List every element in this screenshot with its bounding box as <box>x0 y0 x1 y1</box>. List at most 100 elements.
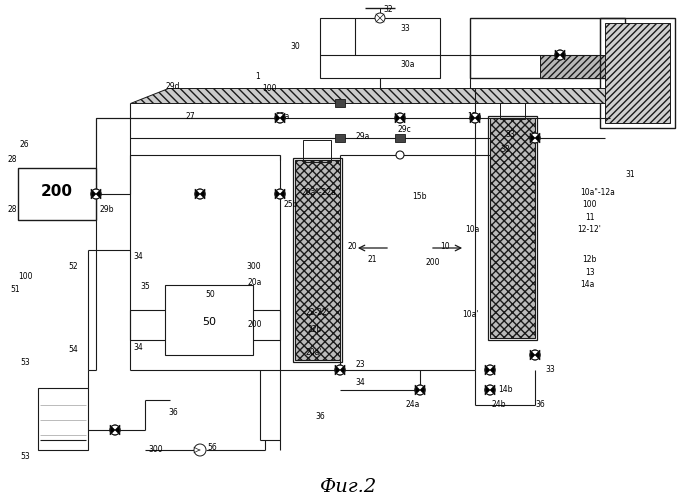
Text: 34: 34 <box>355 378 365 387</box>
Bar <box>295 160 340 360</box>
Text: 20: 20 <box>348 242 358 251</box>
Text: 26: 26 <box>20 140 29 149</box>
Text: 50: 50 <box>205 290 215 299</box>
Text: 10a"-12a: 10a"-12a <box>580 188 615 197</box>
Bar <box>320 18 440 78</box>
Text: Фиг.2: Фиг.2 <box>320 478 377 496</box>
Circle shape <box>470 113 480 123</box>
Text: 54: 54 <box>68 345 78 354</box>
Circle shape <box>485 365 495 375</box>
Bar <box>335 134 345 142</box>
Circle shape <box>396 151 404 159</box>
Bar <box>488 116 537 340</box>
Polygon shape <box>485 385 495 395</box>
Polygon shape <box>335 365 345 375</box>
Circle shape <box>530 133 540 143</box>
Text: 300: 300 <box>148 445 163 454</box>
Polygon shape <box>415 385 425 395</box>
Text: 36: 36 <box>535 400 545 409</box>
Circle shape <box>335 365 345 375</box>
Text: 12-12': 12-12' <box>577 225 601 234</box>
Text: 28: 28 <box>8 205 17 214</box>
Text: 53: 53 <box>20 452 30 461</box>
Text: 12b: 12b <box>582 255 596 264</box>
Text: 14b: 14b <box>498 385 512 394</box>
Bar <box>165 285 253 355</box>
Bar <box>18 168 96 220</box>
Text: 29b: 29b <box>100 205 115 214</box>
Text: 100: 100 <box>582 200 596 209</box>
Text: 15b: 15b <box>412 192 426 201</box>
Polygon shape <box>275 189 285 199</box>
Text: 30: 30 <box>290 42 300 51</box>
Circle shape <box>395 113 405 123</box>
Polygon shape <box>470 113 480 123</box>
Polygon shape <box>91 189 101 199</box>
Text: 35: 35 <box>140 282 150 291</box>
Text: 27: 27 <box>185 112 194 121</box>
Polygon shape <box>275 113 285 123</box>
Bar <box>490 118 535 338</box>
Circle shape <box>275 113 285 123</box>
Text: 10a': 10a' <box>462 310 479 319</box>
Text: 25b: 25b <box>283 200 298 209</box>
Text: 10: 10 <box>440 242 449 251</box>
Text: 13: 13 <box>585 268 595 277</box>
Text: 29a: 29a <box>355 132 369 141</box>
Text: 30a: 30a <box>400 60 415 69</box>
Polygon shape <box>110 425 120 435</box>
Polygon shape <box>555 50 565 60</box>
Circle shape <box>195 189 205 199</box>
Text: 24b: 24b <box>492 400 507 409</box>
Text: 300: 300 <box>246 262 261 271</box>
Text: 38: 38 <box>500 145 510 154</box>
Text: 56: 56 <box>207 443 217 452</box>
Bar <box>500 103 525 119</box>
Text: 25a: 25a <box>275 112 289 121</box>
Polygon shape <box>485 365 495 375</box>
Text: 34: 34 <box>133 252 143 261</box>
Text: 33: 33 <box>400 24 410 33</box>
Text: 33: 33 <box>545 365 555 374</box>
Circle shape <box>194 444 206 456</box>
Text: 11: 11 <box>585 213 595 222</box>
Text: 29c: 29c <box>398 125 412 134</box>
Text: 31: 31 <box>625 170 635 179</box>
Bar <box>470 18 625 78</box>
Bar <box>540 55 625 78</box>
Text: 50: 50 <box>202 317 216 327</box>
Text: 33: 33 <box>505 130 514 139</box>
Bar <box>335 99 345 107</box>
Text: 1: 1 <box>255 72 260 81</box>
Text: 200: 200 <box>248 320 263 329</box>
Circle shape <box>485 385 495 395</box>
Text: 24a: 24a <box>405 400 419 409</box>
Circle shape <box>110 425 120 435</box>
Text: 10a: 10a <box>465 225 480 234</box>
Text: 200: 200 <box>425 258 440 267</box>
Bar <box>293 158 342 362</box>
Polygon shape <box>130 88 475 103</box>
Polygon shape <box>195 189 205 199</box>
Text: 23: 23 <box>355 360 365 369</box>
Text: 32: 32 <box>383 5 393 14</box>
Polygon shape <box>530 350 540 360</box>
Bar <box>303 140 331 162</box>
Circle shape <box>530 350 540 360</box>
Text: 100: 100 <box>262 84 277 93</box>
Text: 20a: 20a <box>247 278 261 287</box>
Bar <box>475 88 605 103</box>
Text: 100: 100 <box>18 272 32 281</box>
Bar <box>605 23 670 123</box>
Text: 15a: 15a <box>467 112 482 121</box>
Text: 21: 21 <box>368 255 377 264</box>
Text: 22b: 22b <box>308 325 322 334</box>
Text: 34: 34 <box>133 343 143 352</box>
Bar <box>600 18 675 128</box>
Circle shape <box>375 13 385 23</box>
Text: 36: 36 <box>315 412 325 421</box>
Text: 29d: 29d <box>165 82 180 91</box>
Text: 20a': 20a' <box>305 348 322 357</box>
Text: 22-22': 22-22' <box>305 308 329 317</box>
Circle shape <box>415 385 425 395</box>
